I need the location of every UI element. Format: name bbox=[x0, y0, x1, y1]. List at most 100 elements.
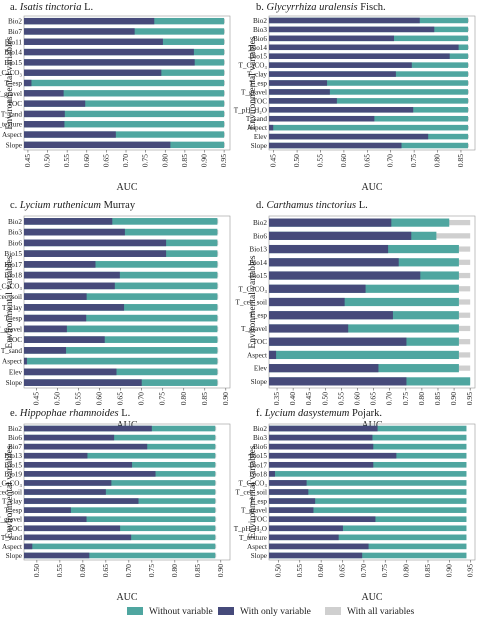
bar-with-only-variable bbox=[269, 324, 349, 333]
category-label: TOC bbox=[253, 516, 267, 524]
bar-with-only-variable bbox=[24, 525, 121, 532]
category-label: Bio6 bbox=[253, 35, 267, 43]
category-label: Bio3 bbox=[253, 434, 267, 442]
bar-with-only-variable bbox=[24, 90, 64, 97]
x-tick-label: 0.75 bbox=[380, 564, 389, 577]
title-species: Glycyrrhiza uralensis bbox=[267, 2, 358, 13]
bar-with-only-variable bbox=[24, 434, 115, 441]
x-tick-label: 0.75 bbox=[409, 154, 418, 167]
bar-without-variable bbox=[24, 293, 218, 300]
x-tick-label: 0.85 bbox=[200, 392, 209, 405]
category-label: Slope bbox=[6, 141, 22, 149]
category-label: T_gravel bbox=[0, 516, 22, 524]
panel-c: c. Lycium ruthenicum Murray Bio2 Bio3 Bio6 B… bbox=[0, 200, 231, 431]
title-suffix: L. bbox=[81, 2, 93, 13]
x-tick-label: 0.75 bbox=[147, 564, 156, 577]
category-label: T_CaCO₃ bbox=[239, 62, 268, 70]
x-tick-label: 0.70 bbox=[385, 392, 394, 405]
bar-without-variable bbox=[24, 368, 218, 376]
bar-with-only-variable bbox=[269, 534, 339, 541]
bar-without-variable bbox=[24, 480, 216, 486]
category-label: T_cec_soil bbox=[235, 299, 267, 307]
x-tick-label: 0.95 bbox=[465, 392, 474, 405]
category-label: Aspect bbox=[247, 351, 267, 359]
x-tick-label: 0.60 bbox=[316, 564, 325, 577]
category-label: Bio15 bbox=[249, 452, 267, 460]
bar-with-only-variable bbox=[269, 364, 379, 373]
bar-with-only-variable bbox=[24, 425, 152, 432]
bar-with-only-variable bbox=[24, 498, 139, 504]
bar-without-variable bbox=[24, 100, 225, 107]
category-label: Aspect bbox=[247, 124, 267, 132]
y-axis-label: Environmental variables bbox=[5, 255, 15, 348]
bar-with-only-variable bbox=[24, 461, 133, 468]
bar-with-only-variable bbox=[24, 250, 167, 257]
x-tick-label: 0.60 bbox=[78, 564, 87, 577]
bar-with-only-variable bbox=[269, 218, 392, 227]
category-label: T_gravel bbox=[0, 325, 22, 333]
category-label: Bio17 bbox=[249, 461, 267, 469]
bar-without-variable bbox=[269, 498, 467, 504]
category-label: Bio18 bbox=[4, 272, 22, 280]
bar-with-only-variable bbox=[269, 133, 429, 140]
bar-with-only-variable bbox=[269, 337, 407, 346]
category-label: T_pH_H₂O bbox=[234, 106, 267, 114]
bar-with-only-variable bbox=[24, 239, 167, 247]
category-label: Slope bbox=[251, 552, 267, 560]
bar-without-variable bbox=[24, 271, 218, 279]
bar-with-only-variable bbox=[24, 534, 132, 541]
bar-without-variable bbox=[269, 80, 468, 86]
panel-title: b. Glycyrrhiza uralensis Fisch. bbox=[256, 2, 386, 13]
y-axis-label: Environmental variables bbox=[248, 445, 258, 538]
x-tick-label: 0.45 bbox=[32, 392, 41, 405]
bar-with-only-variable bbox=[269, 507, 314, 513]
x-tick-label: 0.90 bbox=[449, 392, 458, 405]
category-label: Bio6 bbox=[253, 443, 267, 451]
x-tick-label: 0.65 bbox=[116, 392, 125, 405]
x-axis-label: AUC bbox=[116, 182, 137, 193]
category-label: Aspect bbox=[2, 543, 22, 551]
bar-without-variable bbox=[24, 218, 218, 225]
title-suffix: Pojark. bbox=[349, 408, 382, 419]
panel-title: d. Carthamus tinctorius L. bbox=[256, 200, 368, 211]
category-label: T_pH_H₂O bbox=[234, 525, 267, 533]
panel-title: e. Hippophae rhamnoides L. bbox=[10, 408, 130, 419]
bar-with-only-variable bbox=[269, 115, 375, 122]
x-tick-label: 0.40 bbox=[288, 392, 297, 405]
bar-with-only-variable bbox=[24, 110, 65, 118]
category-label: Slope bbox=[251, 142, 267, 150]
panel-d: d. Carthamus tinctorius L. Bio2 Bio6 Bio13 B… bbox=[235, 200, 476, 431]
category-label: T_esp bbox=[249, 498, 267, 506]
category-label: Bio15 bbox=[4, 59, 22, 67]
bar-with-only-variable bbox=[24, 543, 33, 550]
bar-with-only-variable bbox=[269, 284, 366, 293]
x-tick-label: 0.80 bbox=[160, 154, 169, 167]
category-label: T_esp bbox=[4, 315, 22, 323]
bar-with-only-variable bbox=[269, 498, 316, 504]
bar-without-variable bbox=[269, 489, 467, 495]
category-label: Bio15 bbox=[249, 53, 267, 61]
x-tick-label: 0.60 bbox=[82, 154, 91, 167]
x-tick-label: 0.80 bbox=[433, 154, 442, 167]
bar-with-only-variable bbox=[24, 100, 86, 107]
panel-title: c. Lycium ruthenicum Murray bbox=[10, 200, 136, 211]
title-suffix: Fisch. bbox=[358, 2, 386, 13]
x-tick-label: 0.45 bbox=[23, 154, 32, 167]
bar-with-only-variable bbox=[269, 124, 274, 131]
bar-with-only-variable bbox=[269, 425, 378, 432]
x-tick-label: 0.90 bbox=[199, 154, 208, 167]
bar-with-only-variable bbox=[269, 552, 363, 559]
title-prefix: e. bbox=[10, 408, 20, 419]
bar-without-variable bbox=[24, 314, 218, 322]
bar-with-only-variable bbox=[24, 443, 148, 450]
bar-with-only-variable bbox=[24, 69, 162, 76]
bar-without-variable bbox=[24, 131, 225, 138]
bar-with-only-variable bbox=[269, 461, 374, 468]
bar-with-only-variable bbox=[24, 552, 90, 559]
category-label: Bio2 bbox=[253, 425, 267, 433]
x-tick-label: 0.65 bbox=[362, 154, 371, 167]
x-tick-label: 0.65 bbox=[101, 564, 110, 577]
x-tick-label: 0.45 bbox=[269, 154, 278, 167]
category-label: Aspect bbox=[247, 543, 267, 551]
category-label: Elev bbox=[254, 365, 268, 373]
